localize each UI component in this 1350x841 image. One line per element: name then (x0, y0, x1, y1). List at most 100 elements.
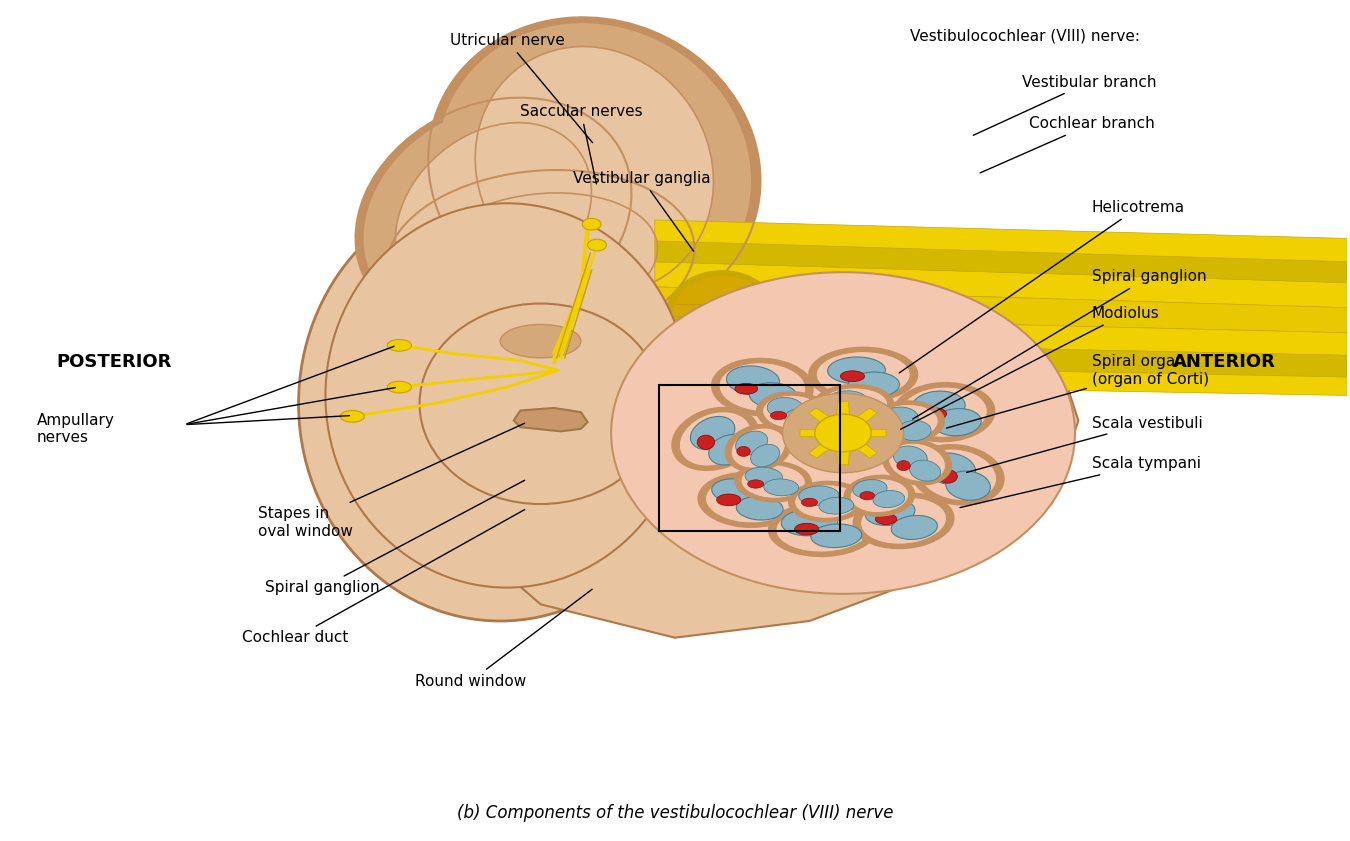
Ellipse shape (882, 439, 952, 485)
Ellipse shape (910, 460, 941, 481)
Ellipse shape (587, 239, 606, 251)
Ellipse shape (748, 480, 764, 488)
Polygon shape (809, 436, 838, 458)
Ellipse shape (868, 400, 945, 444)
Text: Round window: Round window (414, 590, 593, 689)
Ellipse shape (926, 453, 976, 485)
Ellipse shape (501, 325, 580, 357)
Ellipse shape (437, 24, 751, 316)
Ellipse shape (387, 340, 412, 352)
Ellipse shape (387, 381, 412, 393)
Text: Spiral organ
(organ of Corti): Spiral organ (organ of Corti) (946, 354, 1208, 428)
Ellipse shape (840, 371, 864, 382)
Ellipse shape (925, 408, 946, 420)
Ellipse shape (819, 497, 853, 514)
Ellipse shape (891, 516, 937, 539)
Ellipse shape (706, 477, 792, 523)
Ellipse shape (894, 446, 927, 468)
Ellipse shape (711, 479, 764, 505)
Ellipse shape (795, 523, 819, 535)
Text: (b) Components of the vestibulocochlear (VIII) nerve: (b) Components of the vestibulocochlear … (456, 804, 894, 822)
Ellipse shape (875, 514, 896, 525)
Ellipse shape (698, 472, 801, 528)
Ellipse shape (763, 395, 824, 429)
Ellipse shape (756, 391, 830, 433)
Ellipse shape (875, 405, 938, 440)
Text: Vestibular ganglia: Vestibular ganglia (572, 171, 710, 251)
Ellipse shape (784, 409, 818, 427)
Ellipse shape (420, 304, 662, 504)
Text: Scala vestibuli: Scala vestibuli (967, 415, 1203, 473)
Text: Vestibulocochlear (VIII) nerve:: Vestibulocochlear (VIII) nerve: (910, 29, 1141, 44)
Ellipse shape (363, 103, 624, 329)
Polygon shape (655, 220, 1347, 262)
Polygon shape (837, 442, 849, 465)
Ellipse shape (848, 403, 884, 420)
Ellipse shape (865, 500, 915, 526)
Ellipse shape (340, 410, 364, 422)
Ellipse shape (782, 509, 837, 536)
Text: Modiolus: Modiolus (900, 306, 1160, 429)
Ellipse shape (751, 444, 779, 467)
Ellipse shape (817, 352, 910, 398)
Ellipse shape (898, 420, 931, 441)
Text: Spiral ganglion: Spiral ganglion (913, 269, 1207, 419)
Polygon shape (655, 363, 1347, 395)
Ellipse shape (821, 388, 887, 420)
Ellipse shape (911, 391, 965, 421)
Ellipse shape (815, 415, 871, 452)
Ellipse shape (860, 491, 875, 500)
Ellipse shape (809, 346, 918, 403)
Ellipse shape (768, 501, 878, 557)
Polygon shape (837, 401, 849, 424)
Ellipse shape (424, 193, 657, 322)
Ellipse shape (802, 498, 818, 506)
Text: Cochlear duct: Cochlear duct (242, 510, 525, 645)
Ellipse shape (918, 449, 996, 500)
Ellipse shape (734, 383, 757, 394)
Ellipse shape (737, 447, 751, 457)
Ellipse shape (679, 411, 752, 466)
Ellipse shape (475, 46, 713, 294)
Bar (659, 384, 840, 531)
Text: Ampullary
nerves: Ampullary nerves (36, 413, 115, 445)
Ellipse shape (888, 443, 945, 481)
Ellipse shape (799, 486, 838, 505)
Ellipse shape (666, 270, 779, 362)
Ellipse shape (788, 480, 865, 522)
Ellipse shape (853, 479, 887, 499)
Ellipse shape (428, 18, 760, 322)
Ellipse shape (892, 382, 995, 442)
Ellipse shape (828, 391, 867, 410)
Polygon shape (655, 316, 1347, 356)
Ellipse shape (711, 357, 814, 416)
Ellipse shape (612, 272, 1075, 594)
Ellipse shape (795, 484, 859, 518)
Ellipse shape (386, 170, 694, 345)
Ellipse shape (880, 407, 918, 429)
Polygon shape (856, 429, 886, 437)
Ellipse shape (745, 468, 783, 486)
Text: POSTERIOR: POSTERIOR (57, 353, 171, 371)
Polygon shape (655, 241, 1347, 283)
Ellipse shape (741, 465, 806, 498)
Ellipse shape (776, 506, 869, 553)
Ellipse shape (886, 420, 902, 429)
Polygon shape (474, 236, 1079, 637)
Text: Utricular nerve: Utricular nerve (450, 33, 593, 143)
Ellipse shape (828, 357, 886, 383)
Polygon shape (809, 408, 838, 429)
Ellipse shape (697, 435, 714, 449)
Ellipse shape (732, 428, 786, 468)
Polygon shape (513, 408, 587, 431)
Ellipse shape (896, 461, 910, 471)
Ellipse shape (734, 461, 813, 502)
Ellipse shape (736, 431, 768, 455)
Ellipse shape (814, 383, 894, 424)
Ellipse shape (900, 387, 987, 437)
Ellipse shape (672, 275, 772, 357)
Text: ANTERIOR: ANTERIOR (1172, 353, 1276, 371)
Text: Cochlear branch: Cochlear branch (980, 116, 1154, 173)
Ellipse shape (355, 98, 632, 334)
Polygon shape (801, 429, 830, 437)
